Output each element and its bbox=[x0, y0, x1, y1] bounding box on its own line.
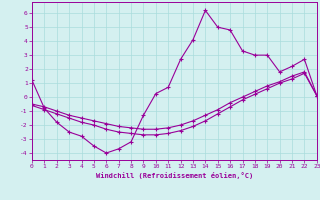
X-axis label: Windchill (Refroidissement éolien,°C): Windchill (Refroidissement éolien,°C) bbox=[96, 172, 253, 179]
